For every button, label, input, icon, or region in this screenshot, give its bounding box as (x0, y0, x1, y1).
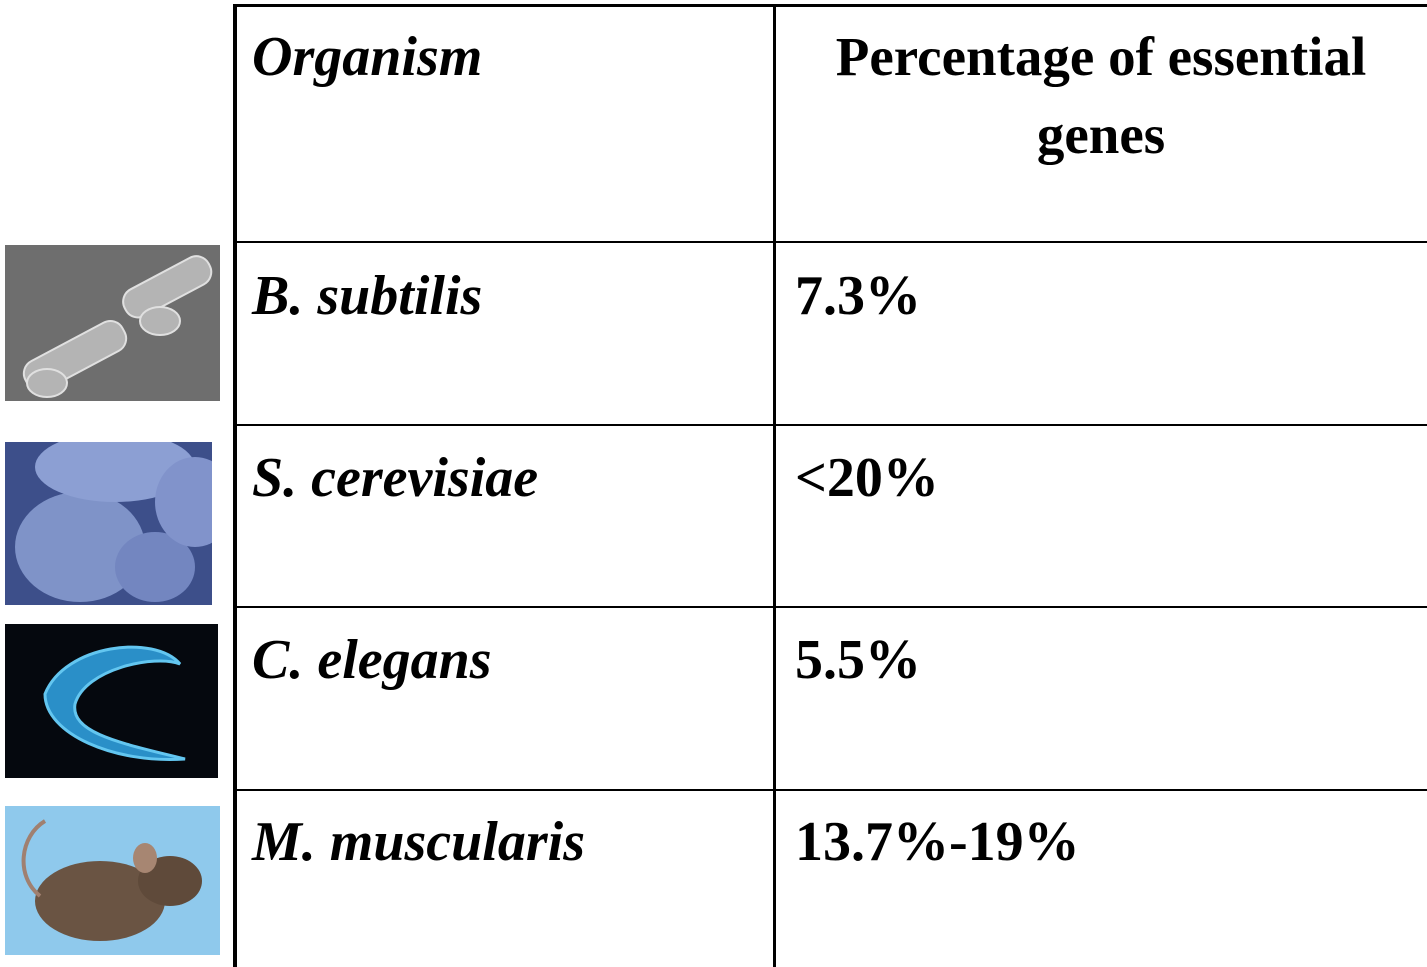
table-border (233, 4, 237, 967)
mouse-image (5, 806, 220, 955)
header-cell: Percentage of essential genes (775, 18, 1427, 174)
organism-cell: M. muscularis (252, 803, 767, 881)
percentage-cell: <20% (795, 439, 1415, 517)
bacteria-image (5, 245, 220, 401)
page: Organism Percentage of essential genes B… (0, 0, 1427, 967)
organism-cell: S. cerevisiae (252, 439, 767, 517)
table-border (233, 4, 1427, 7)
worm-image (5, 624, 218, 778)
row-divider (233, 789, 1427, 791)
header-cell: Organism (252, 18, 767, 96)
organism-cell: B. subtilis (252, 257, 767, 335)
yeast-image (5, 442, 212, 605)
row-divider (233, 241, 1427, 243)
percentage-cell: 5.5% (795, 621, 1415, 699)
row-divider (233, 424, 1427, 426)
percentage-cell: 7.3% (795, 257, 1415, 335)
organism-cell: C. elegans (252, 621, 767, 699)
row-divider (233, 606, 1427, 608)
percentage-cell: 13.7%-19% (795, 803, 1415, 881)
